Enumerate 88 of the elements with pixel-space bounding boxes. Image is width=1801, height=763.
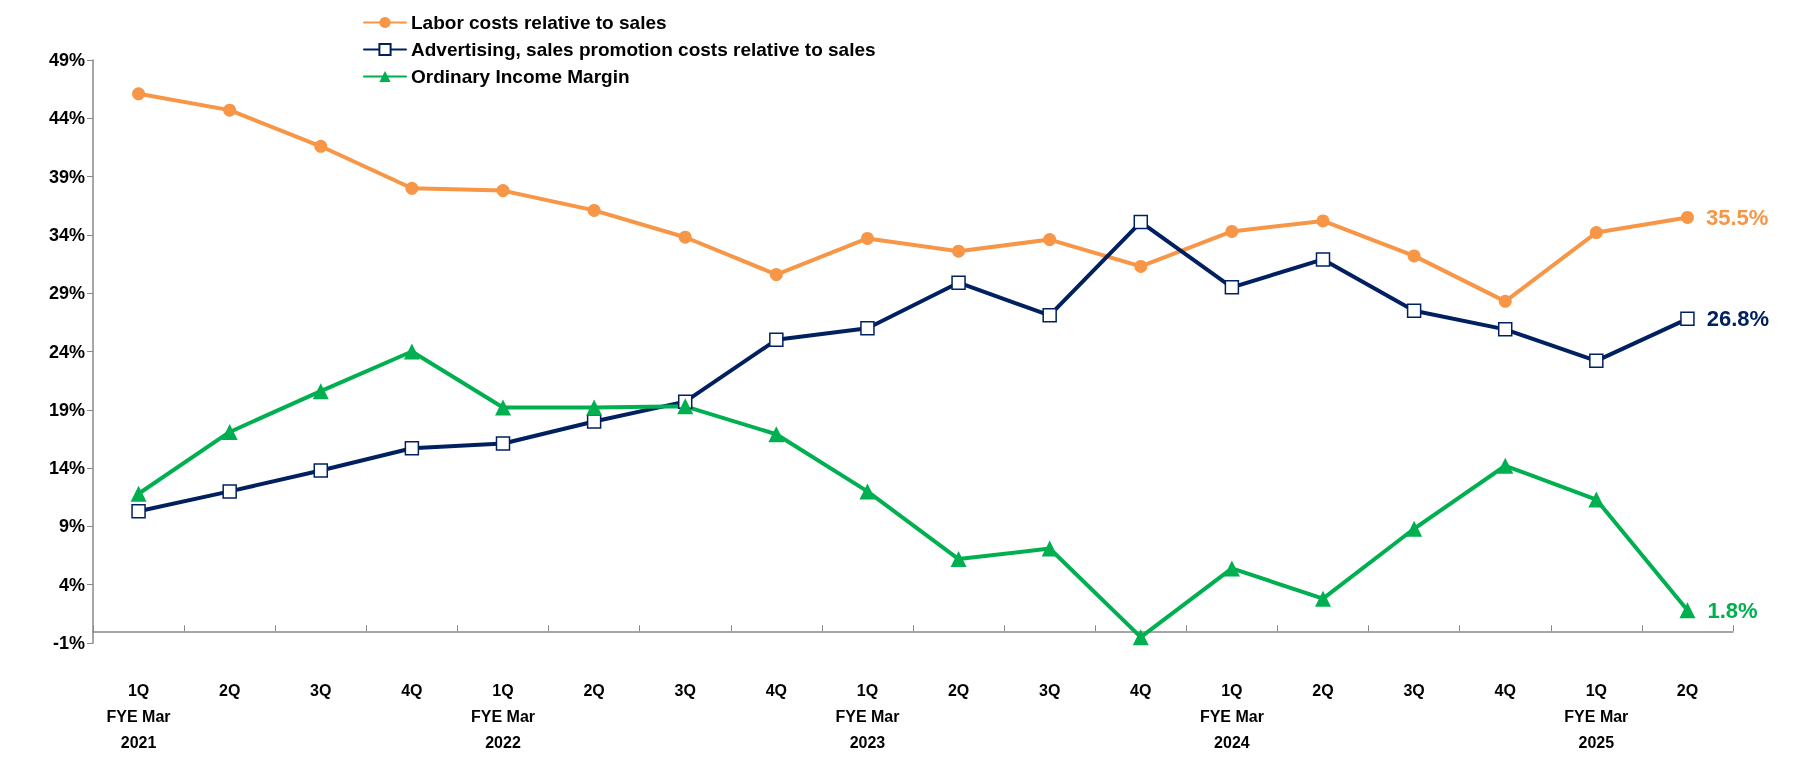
- point: [1133, 214, 1149, 230]
- point: [860, 231, 874, 245]
- point: [221, 423, 238, 440]
- x-tick-label: 4Q: [765, 681, 788, 699]
- point: [860, 320, 875, 336]
- point: [950, 551, 967, 568]
- point: [1498, 294, 1512, 308]
- legend-label: Advertising, sales promotion costs relative to sales: [411, 39, 876, 60]
- point: [495, 399, 511, 416]
- point: [1316, 214, 1330, 228]
- y-tick-label: 29%: [48, 283, 85, 304]
- y-tick-label: 39%: [48, 166, 85, 187]
- x-tick-label: 1Q FYE Mar 2023: [835, 681, 900, 751]
- point: [1041, 540, 1058, 557]
- y-tick-label: 49%: [48, 50, 85, 70]
- x-tick-label: 3Q: [1403, 681, 1425, 699]
- point: [1407, 249, 1421, 263]
- data-label: 1.8%: [1707, 597, 1758, 623]
- point: [1224, 280, 1240, 295]
- point: [222, 484, 237, 499]
- x-tick-label: 2Q: [947, 681, 970, 699]
- point: [131, 503, 146, 519]
- point: [951, 275, 966, 290]
- x-tick-label: 4Q: [1494, 681, 1516, 699]
- y-tick-label: 24%: [48, 341, 85, 362]
- point: [678, 230, 692, 244]
- x-tick-label: 1Q FYE Mar 2024: [1199, 681, 1264, 751]
- point: [405, 181, 419, 195]
- point: [1680, 311, 1695, 327]
- point: [403, 343, 420, 360]
- point: [1588, 491, 1605, 508]
- point: [1042, 308, 1057, 323]
- point: [586, 399, 603, 416]
- point: [130, 485, 147, 502]
- point: [1225, 224, 1239, 238]
- point: [313, 463, 329, 478]
- point: [404, 441, 420, 456]
- point: [312, 383, 329, 400]
- point: [496, 184, 510, 198]
- point: [769, 268, 783, 282]
- y-tick-label: 4%: [58, 574, 85, 595]
- y-tick-label: 34%: [48, 224, 85, 245]
- y-tick-label: 9%: [58, 516, 85, 537]
- x-tick-label: 3Q: [310, 681, 332, 699]
- data-label: 35.5%: [1705, 204, 1769, 230]
- point: [1680, 210, 1694, 224]
- point: [1589, 226, 1603, 240]
- point: [1043, 233, 1057, 247]
- data-label: 26.8%: [1706, 306, 1770, 332]
- point: [586, 414, 602, 429]
- y-tick-label: -1%: [52, 633, 85, 653]
- point: [1134, 259, 1148, 273]
- x-tick-label: 4Q: [401, 681, 423, 699]
- x-tick-label: 3Q: [1038, 681, 1061, 699]
- x-tick-label: 1Q FYE Mar 2025: [1564, 681, 1629, 751]
- y-tick-label: 19%: [48, 399, 85, 420]
- point: [1315, 590, 1331, 607]
- point: [223, 103, 237, 117]
- point: [132, 87, 146, 101]
- y-tick-label: 14%: [48, 458, 85, 479]
- x-tick-label: 2Q: [583, 681, 605, 699]
- point: [1406, 303, 1422, 318]
- point: [495, 436, 511, 451]
- point: [587, 203, 601, 217]
- point: [1589, 353, 1604, 369]
- x-tick-label: 1Q FYE Mar 2022: [470, 681, 536, 751]
- x-tick-label: 3Q: [674, 681, 696, 699]
- legend-label: Ordinary Income Margin: [411, 66, 630, 87]
- point: [769, 332, 784, 348]
- point: [314, 139, 328, 153]
- point: [1223, 560, 1240, 577]
- x-tick-label: 2Q: [218, 681, 241, 699]
- point: [859, 483, 876, 500]
- x-tick-label: 4Q: [1130, 681, 1152, 699]
- point: [1497, 457, 1514, 474]
- x-tick-label: 2Q: [1676, 681, 1699, 699]
- point: [677, 398, 694, 415]
- point: [768, 426, 785, 443]
- point: [952, 244, 966, 258]
- point: [1315, 252, 1331, 267]
- y-tick-label: 44%: [48, 108, 85, 129]
- x-tick-label: 1Q FYE Mar 2021: [106, 681, 171, 751]
- legend-label: Labor costs relative to sales: [411, 12, 667, 33]
- x-tick-label: 2Q: [1312, 681, 1334, 699]
- point: [1406, 520, 1423, 537]
- point: [1497, 322, 1513, 337]
- point: [1132, 629, 1149, 646]
- point: [1679, 602, 1696, 619]
